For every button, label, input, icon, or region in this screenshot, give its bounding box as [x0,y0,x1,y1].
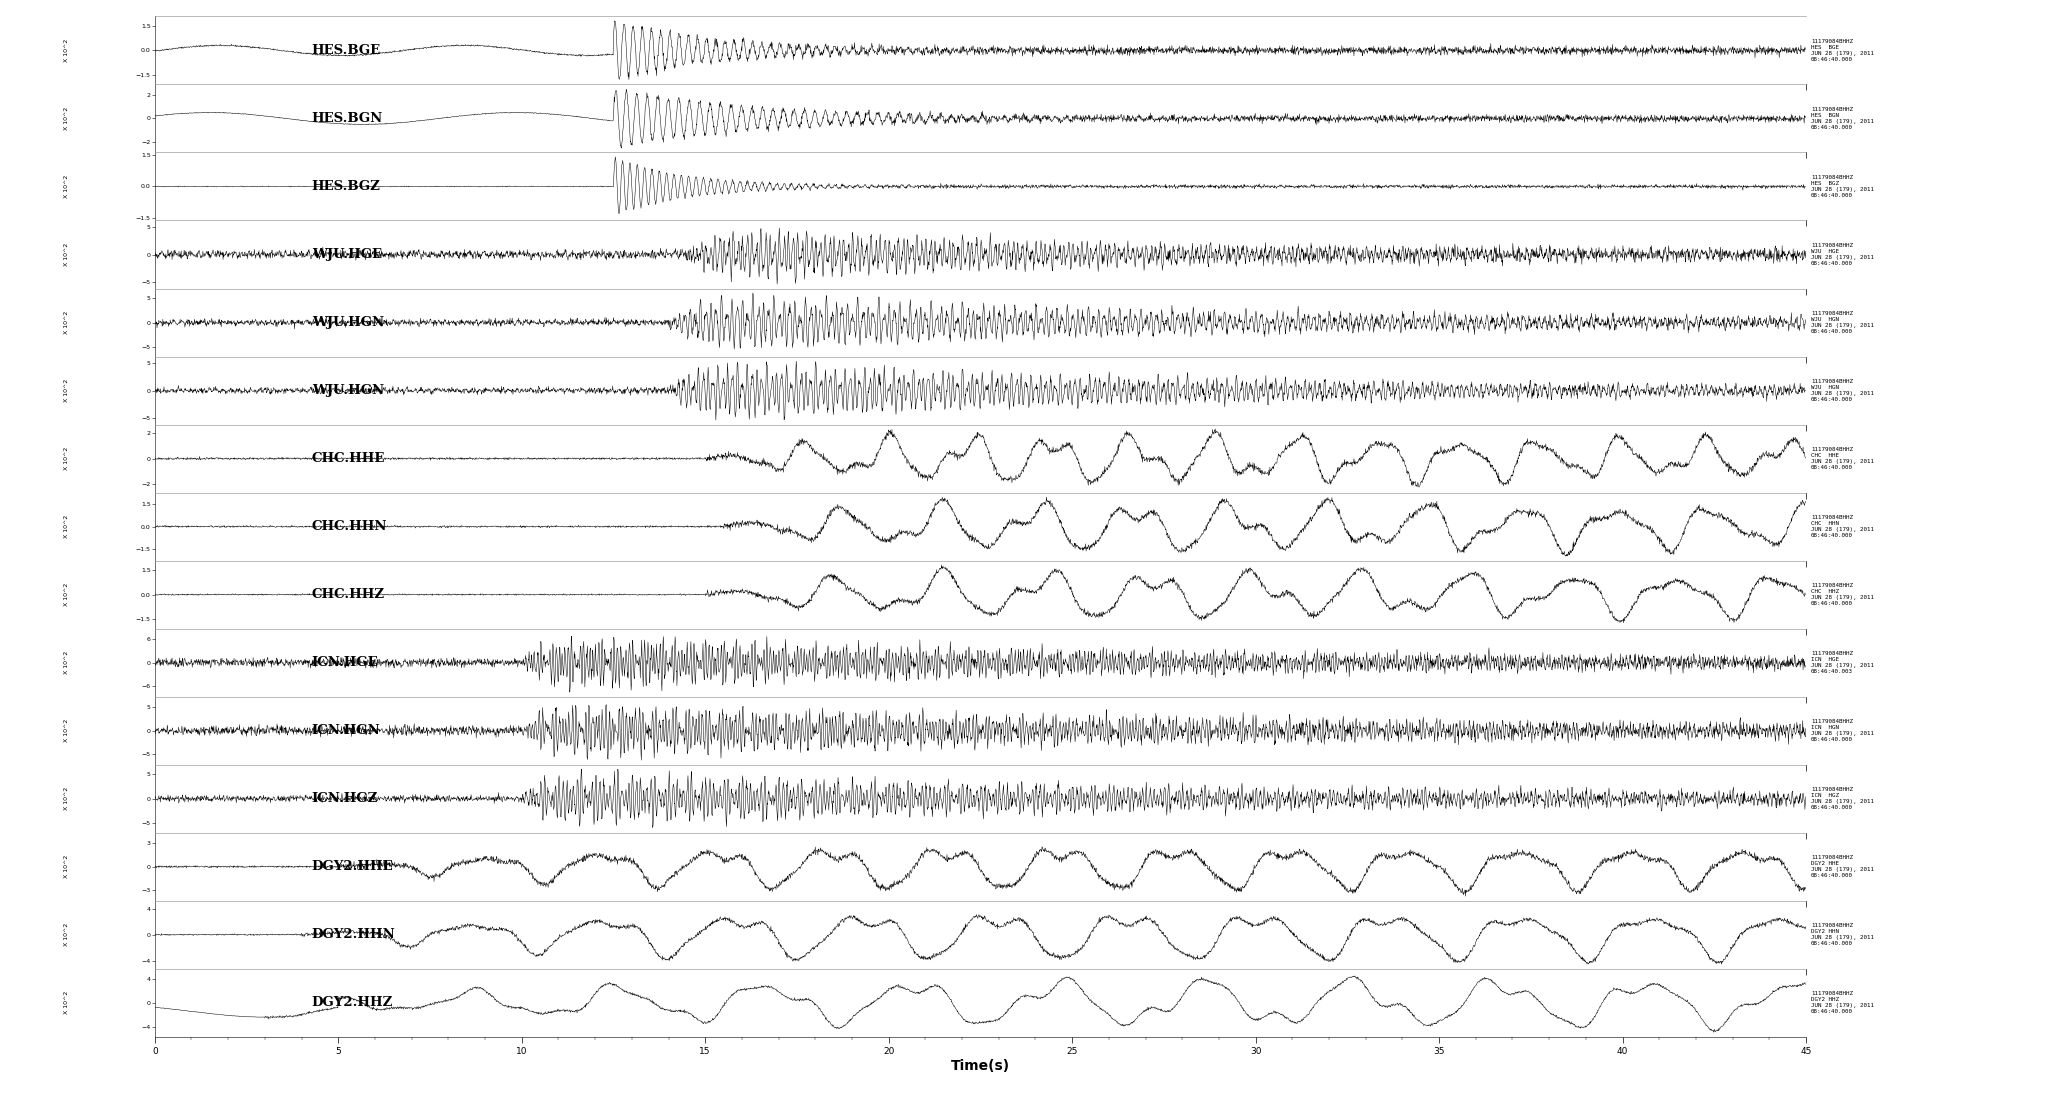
Text: 11179084BHHZ
ICN  HGZ
JUN 28 (179), 2011
08:46:40.000: 11179084BHHZ ICN HGZ JUN 28 (179), 2011 … [1810,787,1874,811]
Text: X 10^2: X 10^2 [64,855,68,879]
Text: DGY2.HHE: DGY2.HHE [312,860,394,873]
Text: X 10^2: X 10^2 [64,106,68,131]
Text: X 10^2: X 10^2 [64,310,68,335]
Text: X 10^2: X 10^2 [64,378,68,403]
Text: X 10^2: X 10^2 [64,991,68,1015]
Text: X 10^2: X 10^2 [64,446,68,471]
Text: X 10^2: X 10^2 [64,787,68,811]
Text: HES.BGE: HES.BGE [312,44,380,57]
Text: CHC.HHN: CHC.HHN [312,520,388,533]
Text: ICN.HGE: ICN.HGE [312,656,378,669]
Text: 11179084BHHZ
WJU  HGE
JUN 28 (179), 2011
08:46:40.000: 11179084BHHZ WJU HGE JUN 28 (179), 2011 … [1810,242,1874,267]
Text: 11179084BHHZ
ICN  HGN
JUN 28 (179), 2011
08:46:40.000: 11179084BHHZ ICN HGN JUN 28 (179), 2011 … [1810,719,1874,743]
Text: 11179084BHHZ
CHC  HHZ
JUN 28 (179), 2011
08:46:40.000: 11179084BHHZ CHC HHZ JUN 28 (179), 2011 … [1810,583,1874,607]
Text: 11179084BHHZ
ICN  HGE
JUN 28 (179), 2011
08:46:40.003: 11179084BHHZ ICN HGE JUN 28 (179), 2011 … [1810,651,1874,675]
Text: 11179084BHHZ
HES  BGZ
JUN 28 (179), 2011
08:46:40.000: 11179084BHHZ HES BGZ JUN 28 (179), 2011 … [1810,174,1874,199]
Text: X 10^2: X 10^2 [64,514,68,539]
Text: HES.BGZ: HES.BGZ [312,180,380,193]
Text: 11179084BHHZ
HES  BGE
JUN 28 (179), 2011
08:46:40.000: 11179084BHHZ HES BGE JUN 28 (179), 2011 … [1810,38,1874,63]
Text: WJU.HGE: WJU.HGE [312,248,382,261]
Text: 11179084BHHZ
HES  BGN
JUN 28 (179), 2011
08:46:40.000: 11179084BHHZ HES BGN JUN 28 (179), 2011 … [1810,106,1874,131]
Text: 11179084BHHZ
DGY2 HHN
JUN 28 (179), 2011
08:46:40.000: 11179084BHHZ DGY2 HHN JUN 28 (179), 2011… [1810,923,1874,947]
Text: 11179084BHHZ
DGY2 HHE
JUN 28 (179), 2011
08:46:40.000: 11179084BHHZ DGY2 HHE JUN 28 (179), 2011… [1810,855,1874,879]
Text: WJU.HGN: WJU.HGN [312,384,384,397]
Text: CHC.HHE: CHC.HHE [312,452,386,465]
Text: X 10^2: X 10^2 [64,38,68,63]
Text: WJU.HGN: WJU.HGN [312,316,384,329]
Text: ICN.HGN: ICN.HGN [312,724,380,737]
Text: DGY2.HHN: DGY2.HHN [312,928,396,941]
Text: DGY2.HHZ: DGY2.HHZ [312,996,392,1009]
Text: ICN.HGZ: ICN.HGZ [312,792,378,805]
Text: 11179084BHHZ
WJU  HGN
JUN 28 (179), 2011
08:46:40.000: 11179084BHHZ WJU HGN JUN 28 (179), 2011 … [1810,378,1874,403]
Text: 11179084BHHZ
DGY2 HHZ
JUN 28 (179), 2011
08:46:40.000: 11179084BHHZ DGY2 HHZ JUN 28 (179), 2011… [1810,991,1874,1015]
Text: 11179084BHHZ
CHC  HHE
JUN 28 (179), 2011
08:46:40.000: 11179084BHHZ CHC HHE JUN 28 (179), 2011 … [1810,446,1874,471]
Text: X 10^2: X 10^2 [64,174,68,199]
Text: HES.BGN: HES.BGN [312,112,384,125]
Text: 11179084BHHZ
WJU  HGN
JUN 28 (179), 2011
08:46:40.000: 11179084BHHZ WJU HGN JUN 28 (179), 2011 … [1810,310,1874,335]
Text: X 10^2: X 10^2 [64,719,68,743]
X-axis label: Time(s): Time(s) [952,1059,1009,1073]
Text: X 10^2: X 10^2 [64,242,68,267]
Text: 11179084BHHZ
CHC  HHN
JUN 28 (179), 2011
08:46:40.000: 11179084BHHZ CHC HHN JUN 28 (179), 2011 … [1810,514,1874,539]
Text: X 10^2: X 10^2 [64,651,68,675]
Text: CHC.HHZ: CHC.HHZ [312,588,384,601]
Text: X 10^2: X 10^2 [64,923,68,947]
Text: X 10^2: X 10^2 [64,583,68,607]
